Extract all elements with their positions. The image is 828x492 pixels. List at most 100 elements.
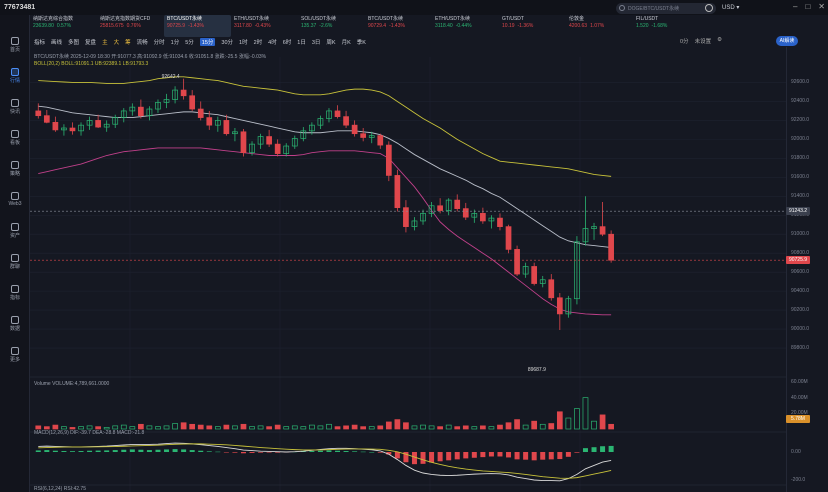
- macd-bar: [411, 452, 417, 465]
- toolbar-item[interactable]: 30分: [221, 40, 234, 46]
- ticker-item[interactable]: 伦敦金 4200.63 1.07%: [566, 15, 633, 37]
- toolbar-right-item[interactable]: ⚙: [717, 37, 723, 43]
- ticker-item[interactable]: BTC/USDT永续 90729.4 -1.43%: [365, 15, 432, 37]
- toolbar-item[interactable]: 分时: [153, 40, 165, 46]
- candle: [52, 121, 59, 131]
- macd-tick: 0.00: [791, 449, 801, 455]
- candle: [35, 110, 42, 117]
- price-tick: 92400.0: [791, 98, 810, 105]
- ticker-name: BTC/USDT永续: [368, 16, 404, 22]
- candle: [206, 117, 213, 126]
- candle: [103, 123, 110, 128]
- toolbar-item[interactable]: 6时: [282, 40, 292, 46]
- candle: [582, 228, 589, 243]
- toolbar-item[interactable]: 指标: [34, 40, 46, 46]
- search-box[interactable]: DOGE/BTC/USDT永续: [616, 3, 716, 14]
- macd-bar: [44, 450, 50, 452]
- sidebar-item[interactable]: 资产: [0, 223, 30, 239]
- ticker-item[interactable]: GT/USDT 10.19 -1.36%: [499, 15, 566, 37]
- nav-icon: [11, 223, 19, 231]
- toolbar-item[interactable]: 多图: [68, 40, 80, 46]
- toolbar-item[interactable]: 画线: [51, 40, 63, 46]
- macd-bar: [352, 451, 358, 452]
- sidebar-item[interactable]: 指标: [0, 285, 30, 301]
- price-tick: 90400.0: [791, 288, 810, 295]
- price-tick: 90000.0: [791, 326, 810, 333]
- candle: [488, 217, 495, 222]
- ticker-item[interactable]: 纳斯达克指数期货CFD 25815.675 0.76%: [97, 15, 164, 37]
- candle: [214, 120, 221, 126]
- candle: [266, 136, 272, 145]
- volume-bar: [274, 424, 281, 430]
- price-axis[interactable]: 92600.0 92400.0 92200.0 92000.0 91800.0 91600…: [786, 47, 828, 492]
- ticker-item[interactable]: FIL/USDT 1.520 -1.68%: [633, 15, 700, 37]
- toolbar-item[interactable]: 周K: [326, 40, 336, 46]
- sidebar-item[interactable]: 行情: [0, 68, 30, 84]
- toolbar-item[interactable]: 2时: [253, 40, 263, 46]
- ticker-price: 25815.675: [100, 23, 124, 29]
- toolbar-item[interactable]: 1分: [170, 40, 180, 46]
- toolbar-item[interactable]: 3日: [311, 40, 321, 46]
- toolbar-item[interactable]: 复盘: [85, 40, 97, 46]
- toolbar-item[interactable]: 4时: [268, 40, 277, 46]
- macd-bar: [600, 446, 606, 452]
- toolbar-item[interactable]: 大: [113, 40, 120, 46]
- candle: [223, 120, 230, 135]
- volume-header: Volume VOLUME:4,789,661.0000: [34, 381, 110, 387]
- sidebar-item[interactable]: Web3: [0, 192, 30, 207]
- macd-bar: [377, 452, 383, 453]
- macd-bar: [360, 451, 366, 453]
- macd-bar: [548, 452, 554, 460]
- volume-bar: [377, 425, 384, 430]
- minimize-icon[interactable]: –: [793, 2, 798, 11]
- ai-button[interactable]: AI解读: [776, 36, 798, 46]
- ticker-name: FIL/USDT: [636, 16, 659, 22]
- volume-bar: [368, 426, 375, 430]
- ticker-change: -1.43%: [188, 23, 204, 29]
- macd-bar: [232, 452, 238, 453]
- ticker-item[interactable]: SOL/USDT永续 135.37 -2.6%: [298, 15, 365, 37]
- last-price-tag: 90725.9: [786, 256, 810, 265]
- price-tick: 90800.0: [791, 250, 810, 257]
- sidebar-item[interactable]: 更多: [0, 347, 30, 363]
- toolbar-item[interactable]: 5分: [185, 40, 194, 46]
- toolbar-item[interactable]: 月K: [341, 40, 351, 46]
- sidebar-item[interactable]: 群聊: [0, 254, 30, 270]
- volume-bar: [146, 425, 153, 430]
- toolbar-item[interactable]: 季K: [356, 40, 366, 46]
- sidebar-item[interactable]: 策略: [0, 161, 30, 177]
- candle: [257, 136, 264, 145]
- close-icon[interactable]: ✕: [818, 2, 825, 11]
- toolbar-item[interactable]: 流畅: [136, 40, 148, 46]
- candle: [163, 99, 170, 103]
- volume-tick: 40.00M: [791, 394, 808, 401]
- sidebar-item[interactable]: 看板: [0, 130, 30, 146]
- macd-dif-line: [38, 442, 612, 482]
- toolbar-item[interactable]: 主: [102, 40, 108, 46]
- avatar[interactable]: [705, 4, 713, 12]
- toolbar-item[interactable]: 筹: [125, 40, 131, 46]
- ticker-item[interactable]: BTC/USDT永续 90725.9 -1.43%: [164, 15, 231, 37]
- ticker-item[interactable]: 纳斯达克综合指数 23639.80 0.57%: [30, 15, 97, 37]
- volume-bar: [403, 422, 409, 430]
- macd-bar: [266, 452, 272, 453]
- macd-bar: [215, 451, 221, 453]
- toolbar-item[interactable]: 15分: [199, 38, 216, 46]
- sidebar-item[interactable]: 首页: [0, 37, 30, 53]
- maximize-icon[interactable]: □: [805, 2, 811, 11]
- price-tick: 92000.0: [791, 136, 810, 143]
- currency-select[interactable]: USD ▾: [722, 5, 740, 11]
- toolbar-item[interactable]: 1时: [239, 40, 248, 46]
- macd-bar: [155, 449, 161, 452]
- ticker-item[interactable]: ETH/USDT永续 3117.80 -0.43%: [231, 15, 298, 37]
- sidebar-item[interactable]: 快讯: [0, 99, 30, 115]
- ticker-price: 3118.40: [435, 23, 453, 29]
- toolbar-right-item[interactable]: 未设置: [694, 39, 712, 45]
- macd-bar: [557, 452, 563, 460]
- chart-plot[interactable]: [30, 47, 786, 492]
- volume-bar: [206, 425, 213, 430]
- toolbar-item[interactable]: 1日: [297, 40, 306, 46]
- toolbar-right-item[interactable]: 0分: [680, 39, 689, 45]
- ticker-item[interactable]: ETH/USDT永续 3118.40 -0.44%: [432, 15, 499, 37]
- sidebar-item[interactable]: 数据: [0, 316, 30, 332]
